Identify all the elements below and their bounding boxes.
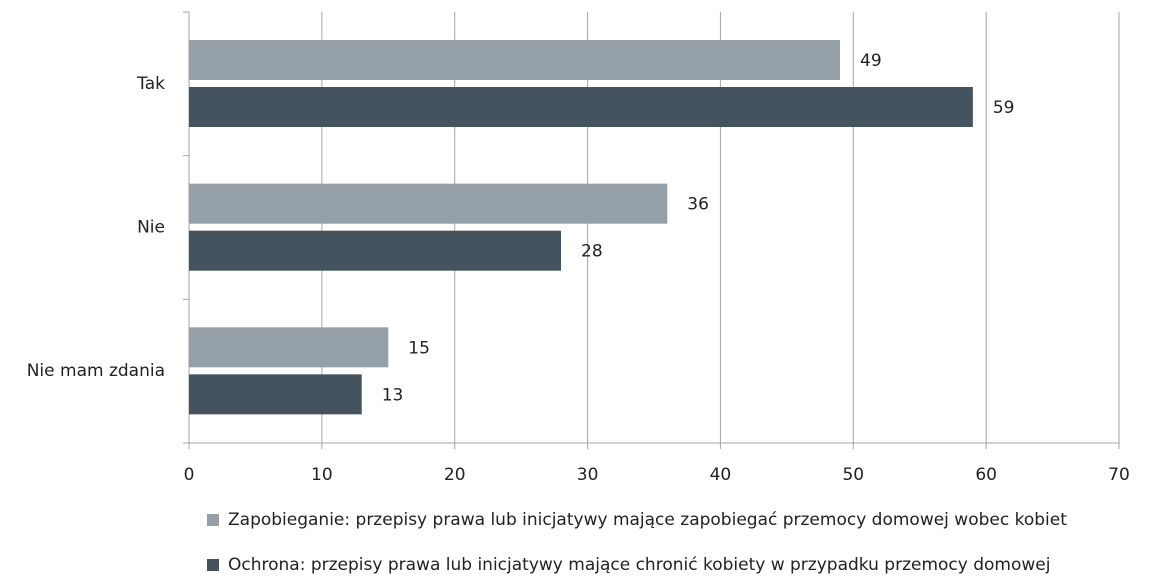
y-tick-label: Nie bbox=[137, 218, 165, 238]
bar bbox=[189, 327, 389, 368]
data-label: 49 bbox=[860, 51, 882, 71]
legend-swatch bbox=[207, 559, 219, 571]
x-tick-label: 0 bbox=[184, 465, 195, 485]
bar bbox=[189, 87, 973, 127]
x-tick-label: 20 bbox=[444, 465, 466, 485]
legend-swatch bbox=[207, 514, 219, 526]
x-tick-label: 30 bbox=[577, 465, 599, 485]
data-label: 28 bbox=[581, 242, 603, 262]
data-label: 36 bbox=[687, 195, 709, 215]
legend-label: Ochrona: przepisy prawa lub inicjatywy m… bbox=[228, 555, 1050, 575]
x-tick-label: 50 bbox=[842, 465, 864, 485]
x-tick-label: 10 bbox=[311, 465, 333, 485]
data-label: 15 bbox=[408, 338, 430, 358]
x-tick-label: 40 bbox=[710, 465, 732, 485]
bar bbox=[189, 374, 362, 415]
y-tick-label: Nie mam zdania bbox=[27, 361, 165, 381]
legend-label: Zapobieganie: przepisy prawa lub inicjat… bbox=[228, 510, 1067, 530]
x-tick-label: 60 bbox=[975, 465, 997, 485]
y-tick-label: Tak bbox=[136, 74, 165, 94]
data-label: 59 bbox=[993, 98, 1015, 118]
data-label: 13 bbox=[382, 385, 404, 405]
bar bbox=[189, 183, 668, 224]
x-tick-label: 70 bbox=[1108, 465, 1130, 485]
bar bbox=[189, 40, 840, 80]
bar bbox=[189, 230, 561, 271]
